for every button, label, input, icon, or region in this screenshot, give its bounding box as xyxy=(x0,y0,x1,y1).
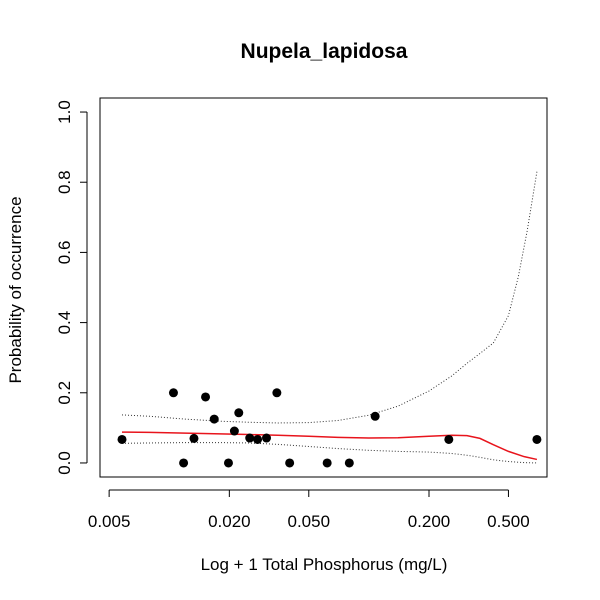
data-point xyxy=(117,434,127,444)
fit-line xyxy=(121,431,538,461)
data-point xyxy=(272,388,282,398)
data-point xyxy=(223,458,233,468)
x-tick-label: 0.200 xyxy=(408,512,451,531)
data-point xyxy=(322,458,332,468)
data-point xyxy=(370,411,380,421)
data-point xyxy=(444,434,454,444)
x-tick-label: 0.020 xyxy=(208,512,251,531)
x-tick-label: 0.050 xyxy=(288,512,331,531)
fit-curve-group xyxy=(121,431,538,461)
data-point xyxy=(261,433,271,443)
data-point xyxy=(229,426,239,436)
y-tick-label: 0.4 xyxy=(55,311,74,335)
data-point xyxy=(168,388,178,398)
data-point xyxy=(209,414,219,424)
data-point xyxy=(285,458,295,468)
y-tick-label: 0.0 xyxy=(55,451,74,475)
x-axis-label: Log + 1 Total Phosphorus (mg/L) xyxy=(201,555,448,574)
x-axis: 0.005 0.020 0.050 0.200 0.500 xyxy=(88,489,530,531)
y-tick-label: 1.0 xyxy=(55,100,74,124)
data-point xyxy=(189,433,199,443)
data-point xyxy=(234,408,244,418)
y-tick-label: 0.2 xyxy=(55,381,74,405)
data-point xyxy=(344,458,354,468)
chart-title: Nupela_lapidosa xyxy=(241,40,408,63)
confidence-bands xyxy=(121,171,538,464)
y-tick-label: 0.6 xyxy=(55,241,74,265)
ci-upper-line xyxy=(121,171,538,424)
data-point xyxy=(179,458,189,468)
ci-lower-line xyxy=(121,442,537,464)
x-tick-label: 0.500 xyxy=(487,512,530,531)
y-tick-label: 0.8 xyxy=(55,170,74,194)
data-point xyxy=(532,434,542,444)
data-points xyxy=(117,388,542,468)
data-point xyxy=(253,434,263,444)
data-point xyxy=(245,433,255,443)
y-axis-label: Probability of occurrence xyxy=(6,196,25,383)
plot-frame xyxy=(99,97,548,478)
data-point xyxy=(201,392,211,402)
x-tick-label: 0.005 xyxy=(88,512,131,531)
y-axis: 0.0 0.2 0.4 0.6 0.8 1.0 xyxy=(55,100,88,475)
